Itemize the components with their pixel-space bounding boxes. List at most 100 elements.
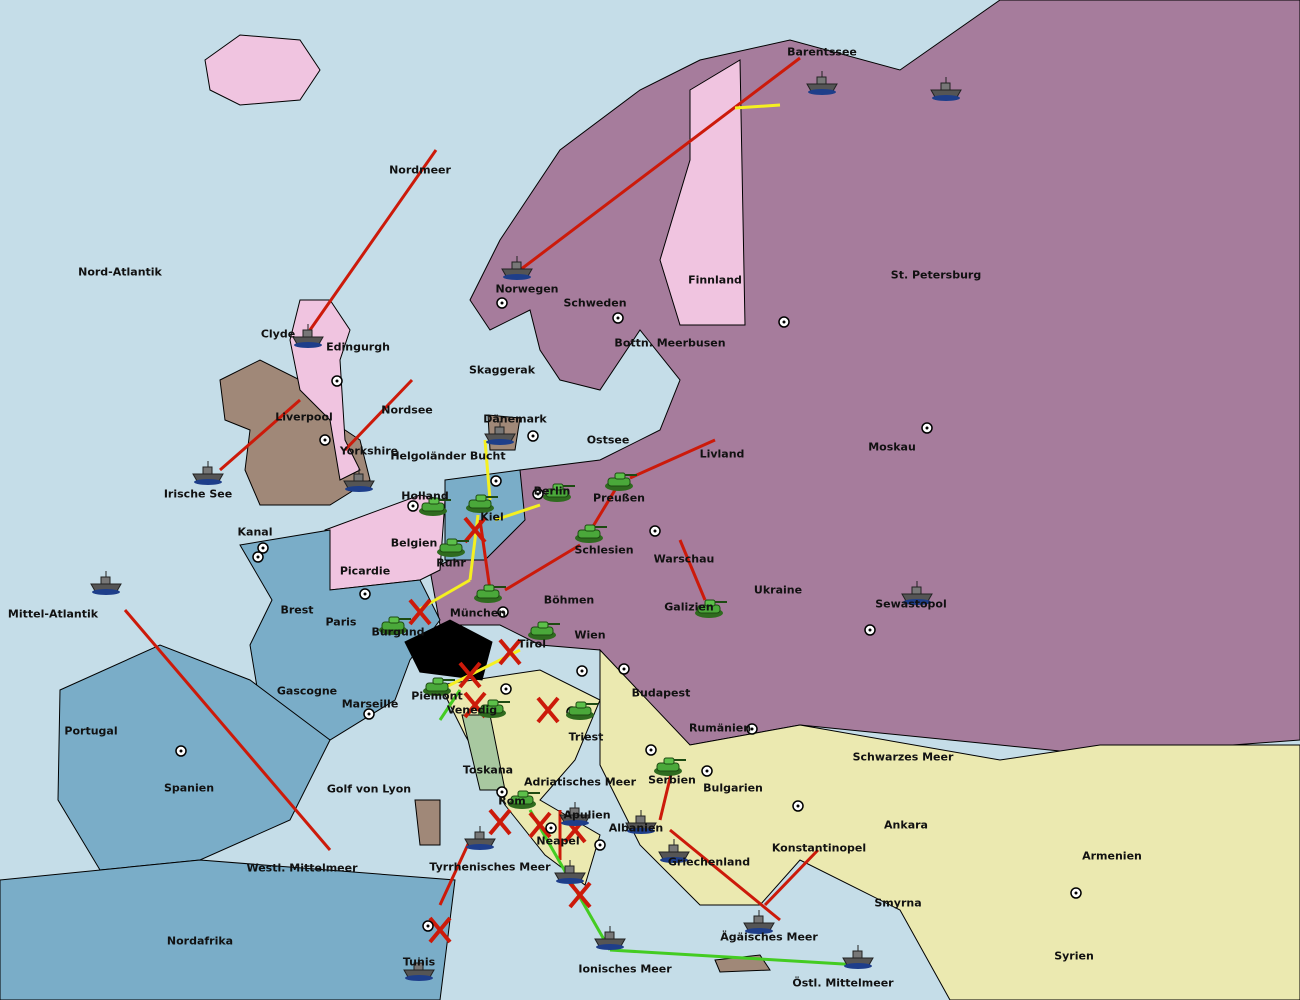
supply-center-dot <box>323 438 327 442</box>
region-label: Syrien <box>1054 949 1094 963</box>
army-unit-icon[interactable] <box>466 494 498 513</box>
army-unit-icon[interactable] <box>566 701 598 720</box>
region-label: Spanien <box>163 781 215 795</box>
region-label: Konstantinopel <box>771 841 867 855</box>
region-label: Neapel <box>536 834 580 848</box>
fleet-unit-icon[interactable] <box>806 71 838 95</box>
region-label: Edingurgh <box>326 340 390 354</box>
region-label: Gascogne <box>276 684 338 698</box>
region-label: Warschau <box>653 552 715 566</box>
army-unit-icon[interactable] <box>437 538 469 557</box>
supply-center-dot <box>649 748 653 752</box>
fleet-unit-icon[interactable] <box>554 860 586 884</box>
territory-balkans-turkey[interactable] <box>599 648 1300 1000</box>
army-unit-icon[interactable] <box>478 699 510 718</box>
region-label: Ägäisches Meer <box>720 930 818 944</box>
region-label: Griechenland <box>667 855 751 869</box>
convoy-order-line <box>609 948 861 967</box>
region-label: Wien <box>574 628 606 642</box>
region-label: Armenien <box>1082 849 1142 863</box>
convoy-order-line <box>438 689 462 721</box>
fleet-unit-icon[interactable] <box>901 581 933 605</box>
supply-center-dot <box>367 712 371 716</box>
move-order-arrow <box>590 489 617 529</box>
region-label: Ostsee <box>586 433 630 447</box>
region-label: Schweden <box>563 296 627 310</box>
fleet-unit-icon[interactable] <box>484 421 516 445</box>
failed-order-x-icon <box>458 661 482 689</box>
fleet-unit-icon[interactable] <box>842 945 874 969</box>
region-label: Venedig <box>446 703 498 717</box>
territory-iceland[interactable] <box>204 34 321 106</box>
territory-finland[interactable] <box>659 59 746 326</box>
army-unit-icon[interactable] <box>575 524 607 543</box>
army-unit-icon[interactable] <box>605 472 637 491</box>
fleet-unit-icon[interactable] <box>403 957 435 981</box>
failed-order-x-icon <box>528 811 552 839</box>
move-order-arrow <box>308 149 438 331</box>
territory-russia-scandinavia[interactable] <box>429 0 1300 756</box>
region-label: Albanien <box>608 821 664 835</box>
fleet-unit-icon[interactable] <box>343 468 375 492</box>
supply-center-dot <box>256 555 260 559</box>
move-order-arrow <box>629 438 716 480</box>
failed-order-x-icon <box>488 808 512 836</box>
army-unit-icon[interactable] <box>419 497 451 516</box>
failed-order-x-icon <box>568 881 592 909</box>
region-label: Rumänien <box>688 721 752 735</box>
failed-order-x-icon <box>408 598 432 626</box>
territory-sardinia[interactable] <box>414 799 441 846</box>
army-unit-icon[interactable] <box>528 621 560 640</box>
territory-switzerland[interactable] <box>404 619 493 681</box>
region-label: München <box>449 606 507 620</box>
fleet-unit-icon[interactable] <box>192 461 224 485</box>
fleet-unit-icon[interactable] <box>501 256 533 280</box>
fleet-unit-icon[interactable] <box>292 324 324 348</box>
region-label: Berlin <box>533 484 571 498</box>
army-unit-icon[interactable] <box>543 483 575 502</box>
region-label: Irische See <box>163 487 233 501</box>
region-label: Sewastopol <box>875 597 947 611</box>
territory-iberia[interactable] <box>57 644 331 871</box>
fleet-unit-icon[interactable] <box>930 77 962 101</box>
support-order-line <box>734 103 781 110</box>
supply-center-dot <box>501 610 505 614</box>
fleet-unit-icon[interactable] <box>743 910 775 934</box>
territory-britain[interactable] <box>219 359 371 506</box>
supply-center-dot <box>494 479 498 483</box>
region-label: Rom <box>498 794 526 808</box>
supply-center-dot <box>1074 891 1078 895</box>
fleet-unit-icon[interactable] <box>594 926 626 950</box>
army-unit-icon[interactable] <box>508 790 540 809</box>
region-label: Böhmen <box>543 593 595 607</box>
fleet-unit-icon[interactable] <box>90 571 122 595</box>
fleet-unit-icon[interactable] <box>625 810 657 834</box>
region-label: Finnland <box>688 273 742 287</box>
army-unit-icon[interactable] <box>695 599 727 618</box>
failed-order-x-icon <box>428 916 452 944</box>
region-label: Nord-Atlantik <box>78 265 162 279</box>
territory-france[interactable] <box>239 529 441 741</box>
failed-order-x-icon <box>498 638 522 666</box>
region-label: Piemont <box>411 689 463 703</box>
army-unit-icon[interactable] <box>654 757 686 776</box>
region-label: Mittel-Atlantik <box>7 607 99 621</box>
supply-center-dot <box>750 727 754 731</box>
supply-center-dot <box>705 769 709 773</box>
army-unit-icon[interactable] <box>423 677 455 696</box>
fleet-unit-icon[interactable] <box>559 802 591 826</box>
region-label: Helgoländer Bucht <box>390 449 506 463</box>
army-unit-icon[interactable] <box>379 616 411 635</box>
territory-north-africa[interactable] <box>0 859 456 1000</box>
region-label: Apulien <box>563 808 611 822</box>
move-order-arrow <box>669 828 781 922</box>
army-unit-icon[interactable] <box>474 584 506 603</box>
fleet-unit-icon[interactable] <box>464 826 496 850</box>
move-order-arrow <box>219 398 301 472</box>
region-label: Nordafrika <box>166 934 234 948</box>
fleet-unit-icon[interactable] <box>658 839 690 863</box>
supply-center-dot <box>622 667 626 671</box>
region-label: Tunis <box>402 955 436 969</box>
